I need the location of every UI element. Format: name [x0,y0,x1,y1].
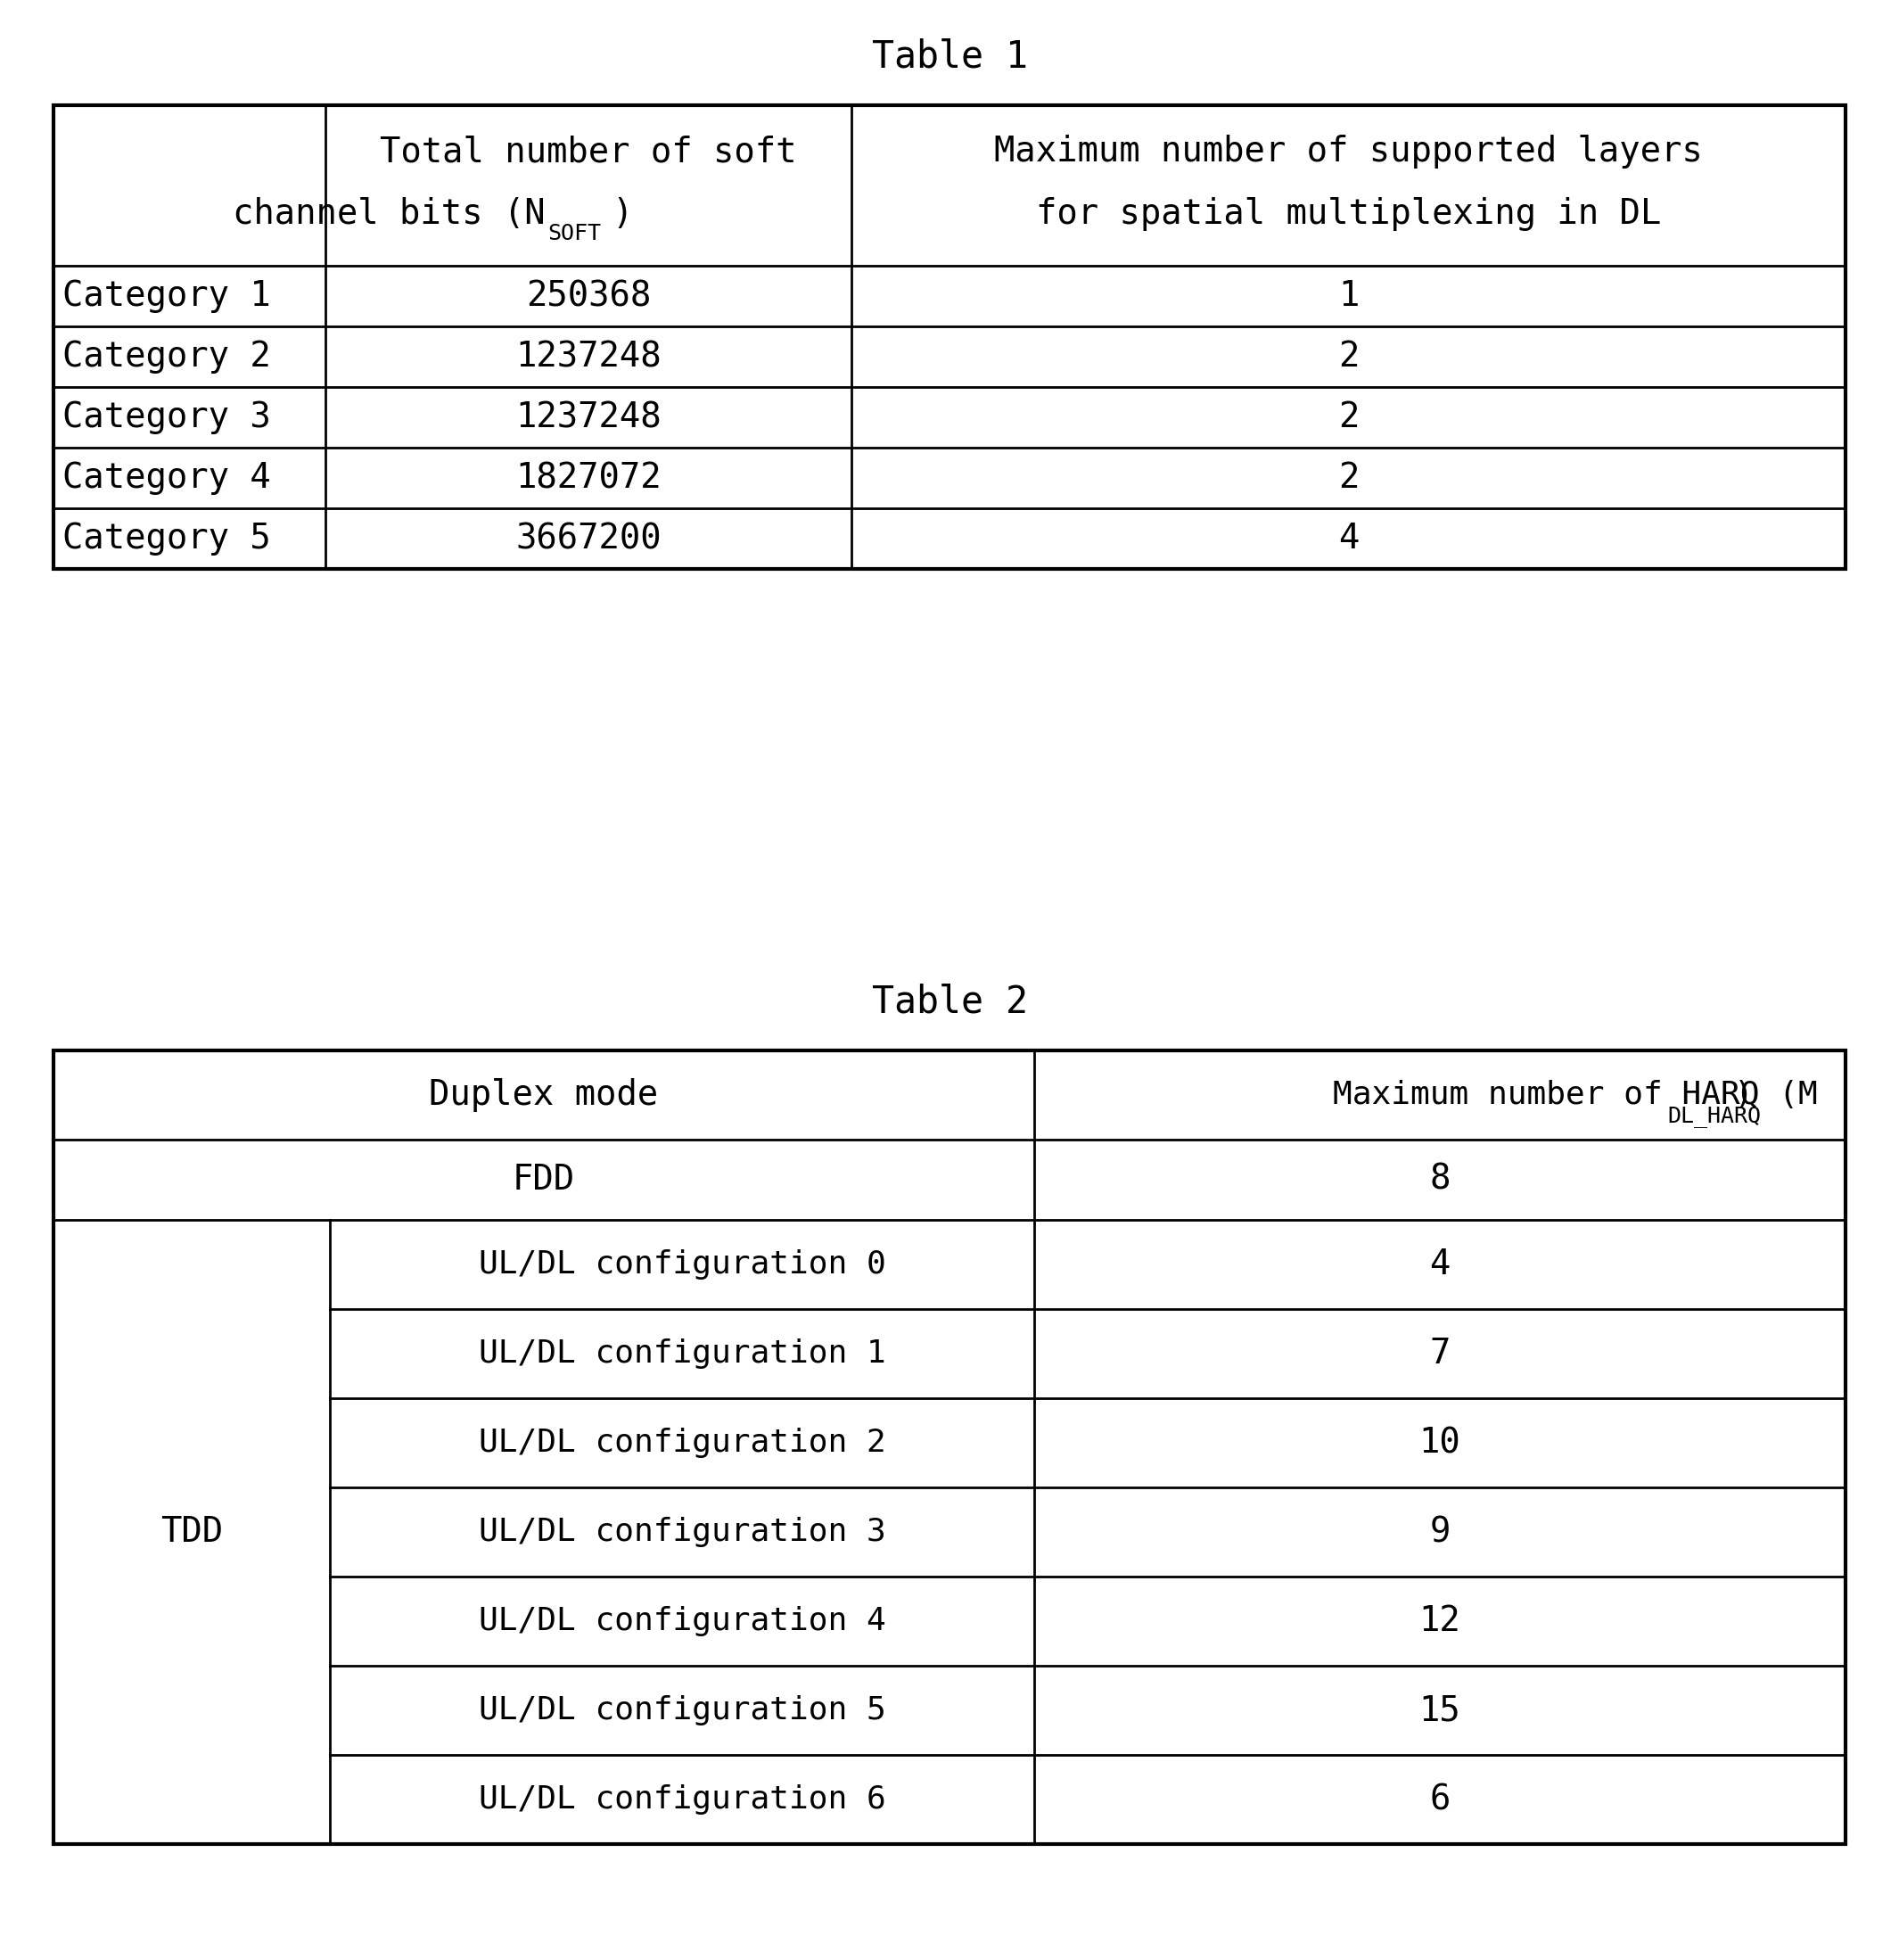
Text: UL/DL configuration 1: UL/DL configuration 1 [479,1339,885,1368]
Text: Maximum number of HARQ (M: Maximum number of HARQ (M [1333,1080,1817,1109]
Text: 9: 9 [1430,1515,1451,1548]
Text: 1237248: 1237248 [515,400,661,435]
Text: 4: 4 [1339,521,1360,555]
Text: Category 4: Category 4 [63,461,272,496]
Text: 8: 8 [1430,1162,1451,1198]
Text: 3667200: 3667200 [515,521,661,555]
Text: Table 1: Table 1 [872,37,1027,74]
Text: 4: 4 [1430,1247,1451,1282]
Text: UL/DL configuration 2: UL/DL configuration 2 [479,1427,885,1458]
Text: UL/DL configuration 3: UL/DL configuration 3 [479,1517,885,1546]
Text: ): ) [611,198,632,231]
Text: Category 2: Category 2 [63,339,272,374]
Text: 7: 7 [1430,1337,1451,1370]
Text: Duplex mode: Duplex mode [429,1078,659,1111]
Text: for spatial multiplexing in DL: for spatial multiplexing in DL [1035,198,1662,231]
Text: Table 2: Table 2 [872,982,1027,1019]
Text: Category 3: Category 3 [63,400,272,435]
Text: 2: 2 [1339,339,1360,374]
Text: UL/DL configuration 6: UL/DL configuration 6 [479,1784,885,1815]
Text: Total number of soft: Total number of soft [380,135,798,169]
Text: 2: 2 [1339,461,1360,496]
Text: UL/DL configuration 0: UL/DL configuration 0 [479,1249,885,1280]
Text: UL/DL configuration 4: UL/DL configuration 4 [479,1605,885,1637]
Text: TDD: TDD [160,1515,222,1548]
Text: 1: 1 [1339,278,1360,314]
Text: 250368: 250368 [526,278,651,314]
Text: Maximum number of supported layers: Maximum number of supported layers [995,135,1703,169]
Text: 10: 10 [1419,1425,1460,1460]
Bar [53,1051,1846,1844]
Text: ): ) [1734,1080,1753,1109]
Text: Category 1: Category 1 [63,278,272,314]
Text: 6: 6 [1430,1782,1451,1817]
Text: 12: 12 [1419,1603,1460,1639]
Text: Category 5: Category 5 [63,521,272,555]
Text: 1237248: 1237248 [515,339,661,374]
Text: 1827072: 1827072 [515,461,661,496]
Text: DL_HARQ: DL_HARQ [1667,1105,1760,1127]
Text: 2: 2 [1339,400,1360,435]
Text: channel bits (N: channel bits (N [234,198,545,231]
Text: UL/DL configuration 5: UL/DL configuration 5 [479,1695,885,1725]
Text: SOFT: SOFT [547,223,600,245]
Bar [53,106,1846,568]
Text: FDD: FDD [513,1162,575,1198]
Text: 15: 15 [1419,1693,1460,1727]
